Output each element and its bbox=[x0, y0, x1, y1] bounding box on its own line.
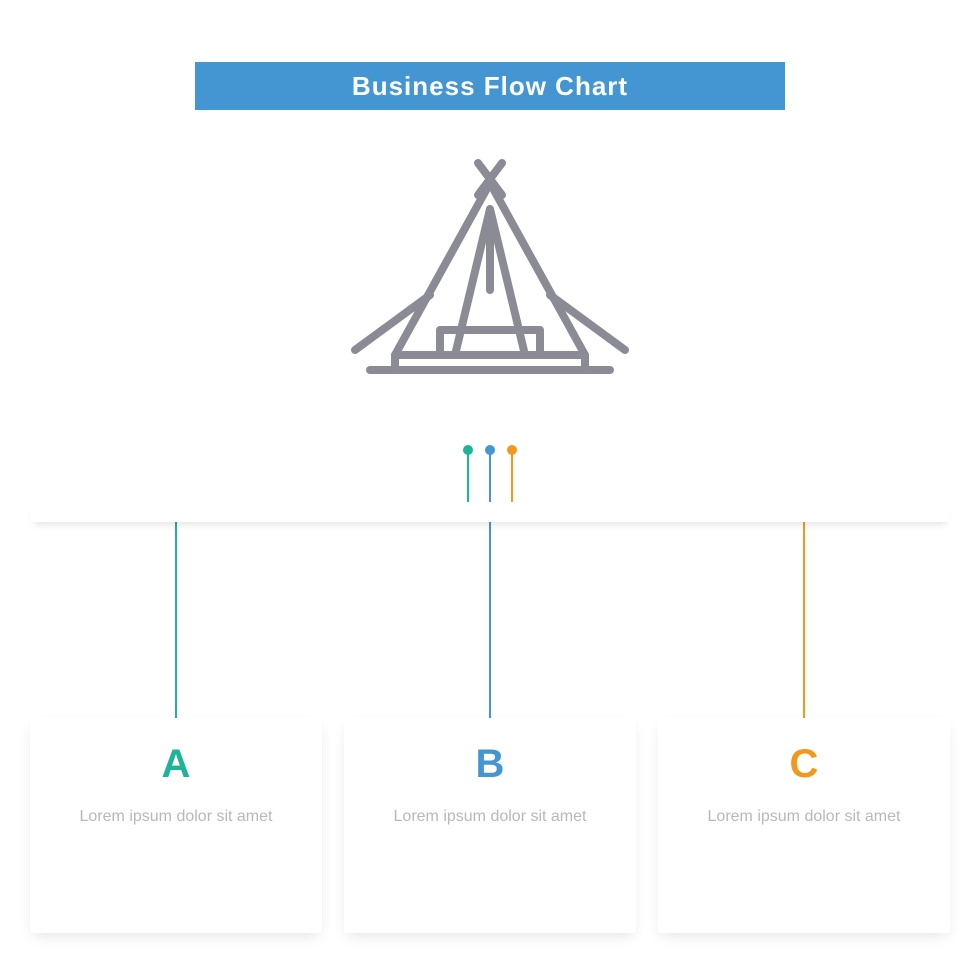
card-letter-a: A bbox=[162, 742, 191, 787]
flow-card-c: C Lorem ipsum dolor sit amet bbox=[658, 718, 950, 933]
card-body-b: Lorem ipsum dolor sit amet bbox=[394, 805, 587, 828]
connector-line-a bbox=[176, 450, 468, 738]
card-body-a: Lorem ipsum dolor sit amet bbox=[80, 805, 273, 828]
header-title: Business Flow Chart bbox=[195, 71, 785, 102]
connector-dot-a bbox=[463, 445, 473, 455]
header-bar: Business Flow Chart bbox=[195, 62, 785, 110]
connector-dot-c bbox=[507, 445, 517, 455]
card-letter-b: B bbox=[476, 742, 505, 787]
card-body-c: Lorem ipsum dolor sit amet bbox=[708, 805, 901, 828]
connector-line-c bbox=[512, 450, 804, 738]
horizontal-shelf bbox=[30, 502, 950, 522]
flow-card-a: A Lorem ipsum dolor sit amet bbox=[30, 718, 322, 933]
main-icon-container bbox=[340, 155, 640, 405]
tent-icon bbox=[340, 155, 640, 405]
card-letter-c: C bbox=[790, 742, 819, 787]
cards-row: A Lorem ipsum dolor sit amet B Lorem ipsum … bbox=[0, 718, 980, 933]
connector-dot-b bbox=[485, 445, 495, 455]
flow-card-b: B Lorem ipsum dolor sit amet bbox=[344, 718, 636, 933]
